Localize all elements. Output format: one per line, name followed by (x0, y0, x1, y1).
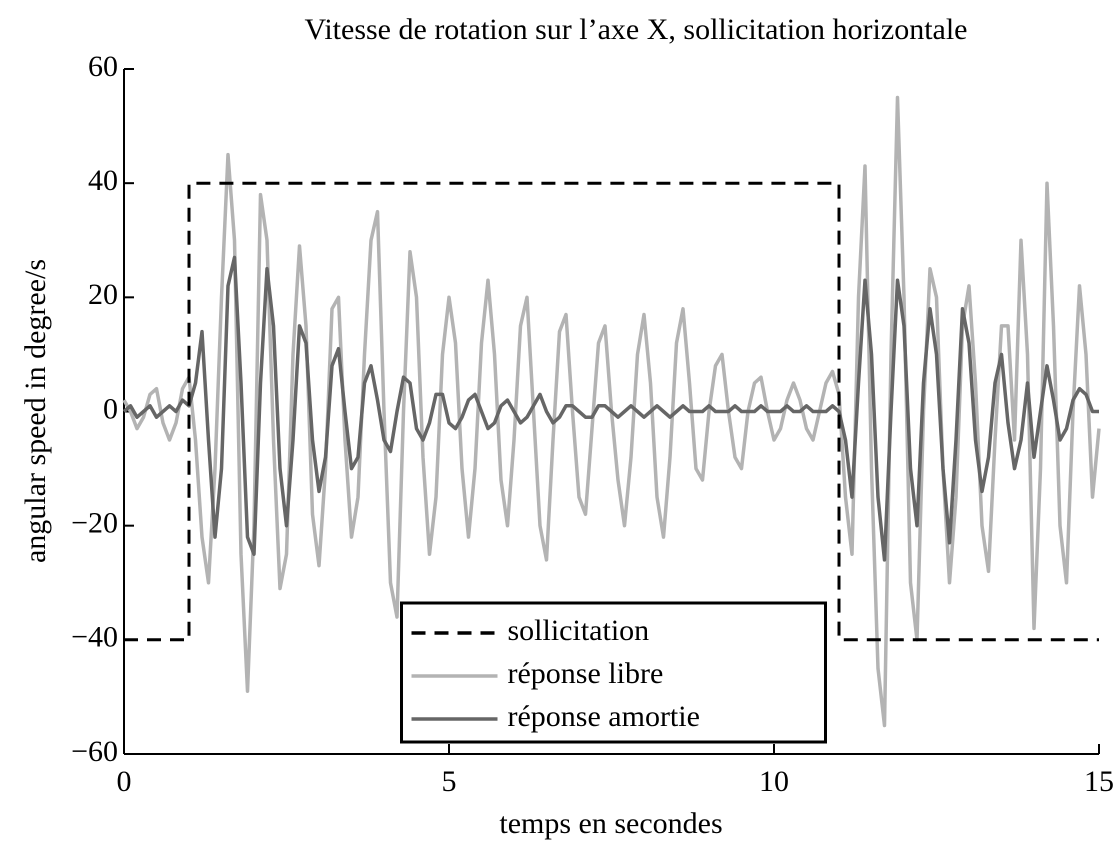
legend-label: réponse libre (508, 657, 664, 690)
y-tick-label: 20 (88, 278, 118, 311)
y-tick-label: −40 (71, 621, 118, 654)
x-axis-label: temps en secondes (499, 807, 722, 840)
y-tick-label: −60 (71, 735, 118, 768)
chart-title: Vitesse de rotation sur l’axe X, sollici… (304, 13, 967, 46)
y-tick-label: 0 (103, 392, 118, 425)
series-line (122, 255, 1099, 562)
x-tick-label: 5 (442, 765, 457, 798)
y-tick-label: 60 (88, 50, 118, 83)
series-line (124, 181, 1099, 642)
y-axis-label: angular speed in degree/s (19, 259, 52, 563)
x-tick-label: 15 (1084, 765, 1114, 798)
legend-label: réponse amortie (508, 700, 700, 733)
x-tick-label: 10 (759, 765, 789, 798)
legend: sollicitation réponse libre réponse amorti… (400, 601, 827, 744)
legend-label: sollicitation (508, 614, 650, 647)
y-tick-label: −20 (71, 507, 118, 540)
x-tick-label: 0 (117, 765, 132, 798)
y-tick-label: 40 (88, 164, 118, 197)
